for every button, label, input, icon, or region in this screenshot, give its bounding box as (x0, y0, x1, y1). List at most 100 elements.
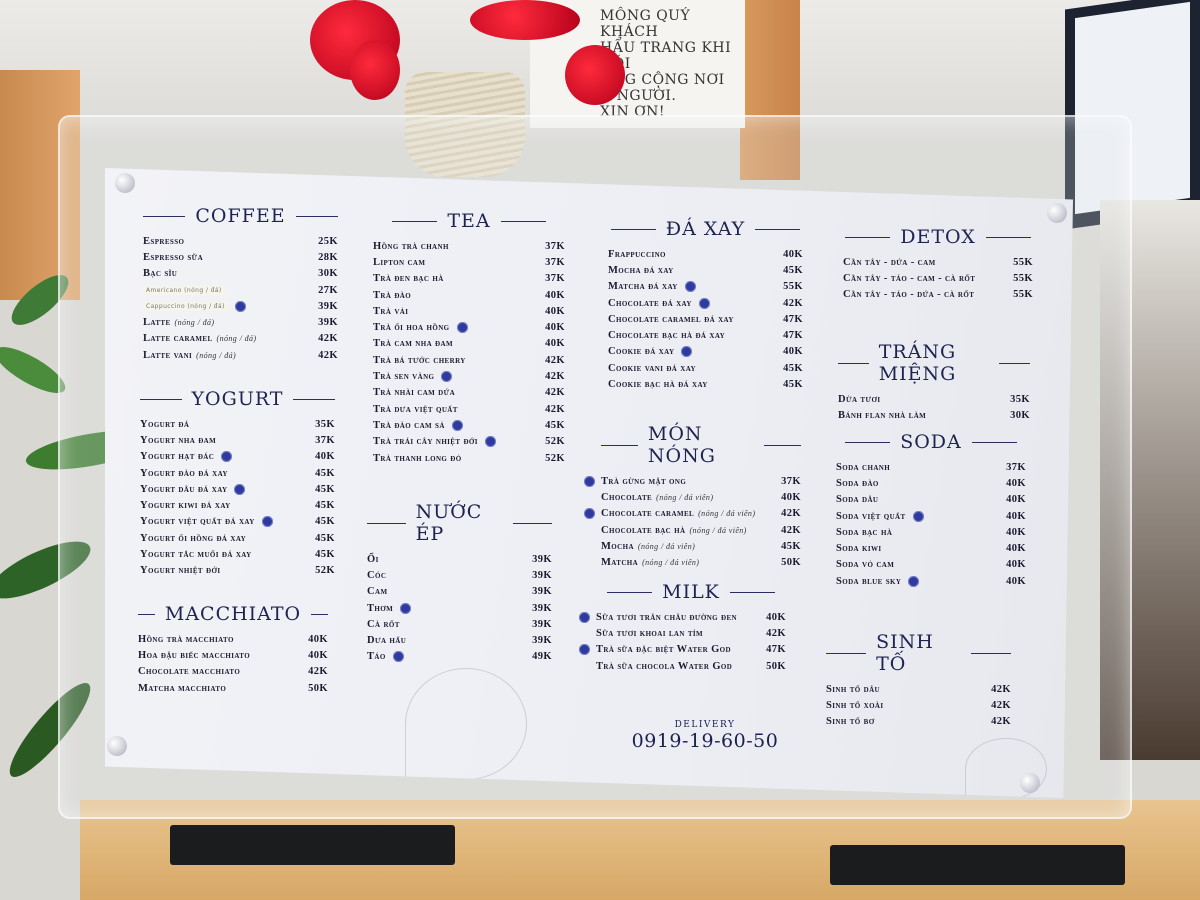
item-price: 40K (783, 248, 803, 260)
item-name: Cà rốt (367, 618, 400, 630)
menu-section-macchiato: MACCHIATO Hồng trà macchiato 40K Hoa đậu bi… (138, 603, 328, 696)
item-price: 37K (781, 475, 801, 487)
menu-item: Trà vải 40K (373, 303, 565, 319)
menu-item: Chocolate caramel (nóng / đá viên) 42K (584, 506, 801, 522)
recommended-badge-icon (681, 346, 693, 358)
item-name: Bánh flan nhà làm (838, 409, 927, 421)
menu-item: Espresso 25K (143, 233, 338, 249)
menu-item: Táo 49K (367, 649, 552, 665)
item-price: 45K (315, 467, 335, 479)
recommended-badge-icon (400, 602, 412, 614)
item-name: Trà nhài cam dứa (373, 387, 456, 399)
menu-item: Soda đào 40K (836, 475, 1026, 491)
item-name: Trà sữa chocola Water God (596, 660, 733, 672)
item-note: (nóng / đá viên) (642, 558, 700, 568)
item-name: Yogurt nhiệt đới (140, 565, 221, 577)
item-price: 30K (318, 268, 338, 280)
item-name: Bạc sĩu (143, 268, 178, 280)
item-price: 45K (545, 419, 565, 431)
item-price: 42K (991, 716, 1011, 728)
item-price: 40K (545, 289, 565, 301)
recommended-badge-icon (234, 300, 246, 312)
menu-section-milk: MILK Sữa tươi trân châu đường đen 40K Sữa t… (579, 581, 786, 674)
menu-section-sinhto: SINH TỐ Sinh tố dâu 42K Sinh tố xoài 42K Sinh… (826, 631, 1011, 730)
item-name: Soda đào (836, 477, 879, 489)
item-price: 39K (532, 569, 552, 581)
item-price: 28K (318, 251, 338, 263)
item-name: Trà vải (373, 305, 409, 317)
item-name: Yogurt kiwi đá xay (140, 500, 231, 512)
menu-item: Trà cam nha đam 40K (373, 336, 565, 352)
menu-item: Yogurt đá 35K (140, 416, 335, 432)
item-name: Dừa tươi (838, 393, 881, 405)
menu-section-coffee: COFFEE Espresso 25K Espresso sữa 28K Bạc sĩu 3… (143, 205, 338, 363)
flower-vase (405, 72, 525, 177)
item-price: 42K (781, 508, 801, 520)
item-price: 37K (545, 256, 565, 268)
item-name: Trà đào (373, 289, 412, 301)
menu-item: Trà sen vàng 42K (373, 368, 565, 384)
menu-item: Sinh tố xoài 42K (826, 697, 1011, 713)
item-name: Yogurt tắc muối đá xay (140, 549, 252, 561)
recommended-badge-icon (584, 508, 595, 520)
menu-item: Espresso sữa 28K (143, 249, 338, 265)
menu-item: Trà bá tước cherry 42K (373, 352, 565, 368)
wood-pillar (740, 0, 800, 180)
item-price: 45K (783, 379, 803, 391)
item-price: 47K (783, 330, 803, 342)
item-name: Latte (143, 317, 171, 329)
item-price: 40K (308, 649, 328, 661)
menu-item: Soda chanh 37K (836, 459, 1026, 475)
item-price: 42K (783, 297, 803, 309)
item-price: 42K (991, 699, 1011, 711)
recommended-badge-icon (698, 297, 710, 309)
item-name: Matcha đá xay (608, 281, 678, 293)
menu-item: Cookie đá xay 40K (608, 344, 803, 360)
screw (107, 736, 127, 756)
item-name: Soda việt quất (836, 510, 906, 522)
menu-item: Trà dưa việt quất 42K (373, 401, 565, 417)
item-price: 42K (308, 666, 328, 678)
item-price: 47K (766, 644, 786, 656)
item-price: 45K (315, 483, 335, 495)
item-name: Mocha (601, 540, 634, 552)
item-name: Trà bá tước cherry (373, 354, 466, 366)
menu-item: Cookie bạc hà đá xay 45K (608, 376, 803, 392)
delivery-info: DELIVERY 0919-19-60-50 (615, 720, 795, 752)
item-name: Espresso (143, 235, 185, 247)
item-price: 55K (1013, 256, 1033, 268)
delivery-label: DELIVERY (674, 720, 736, 730)
item-name: Cookie đá xay (608, 346, 675, 358)
notice-line: G NGƯỜI. (600, 88, 677, 104)
item-note: (nóng / đá) (196, 350, 237, 360)
item-price: 42K (545, 387, 565, 399)
notice-line: MÔNG QUÝ KHÁCH (600, 8, 691, 40)
menu-item: Ổi 39K (367, 551, 552, 567)
item-name: Trà ổi hoa hồng (373, 322, 450, 334)
item-note: (nóng / đá viên) (637, 541, 696, 551)
menu-item: Sinh tố dâu 42K (826, 681, 1011, 697)
recommended-badge-icon (579, 611, 590, 623)
menu-item: Latte caramel (nóng / đá) 42K (143, 331, 338, 347)
item-price: 45K (315, 532, 335, 544)
section-title: YOGURT (140, 388, 335, 410)
menu-item: Cookie vani đá xay 45K (608, 360, 803, 376)
item-price: 40K (1006, 510, 1026, 522)
menu-item: Soda dâu 40K (836, 492, 1026, 508)
item-price: 50K (766, 660, 786, 672)
item-name: Trà đào cam sả (373, 419, 445, 431)
item-name: Hoa đậu biếc macchiato (138, 649, 251, 661)
menu-item: Matcha đá xay 55K (608, 279, 803, 295)
item-name: Chocolate caramel (601, 508, 695, 520)
item-price: 37K (545, 273, 565, 285)
item-price: 42K (545, 371, 565, 383)
menu-item: Yogurt kiwi đá xay 45K (140, 497, 335, 513)
item-name: Sữa tươi khoai lan tím (596, 627, 704, 639)
menu-item: Yogurt tắc muối đá xay 45K (140, 546, 335, 562)
item-note: (nóng / đá) (216, 334, 257, 344)
item-name: Soda bạc hà (836, 526, 893, 538)
item-price: 40K (1006, 575, 1026, 587)
recommended-badge-icon (392, 651, 404, 663)
menu-item: Soda việt quất 40K (836, 508, 1026, 524)
item-price: 49K (532, 651, 552, 663)
